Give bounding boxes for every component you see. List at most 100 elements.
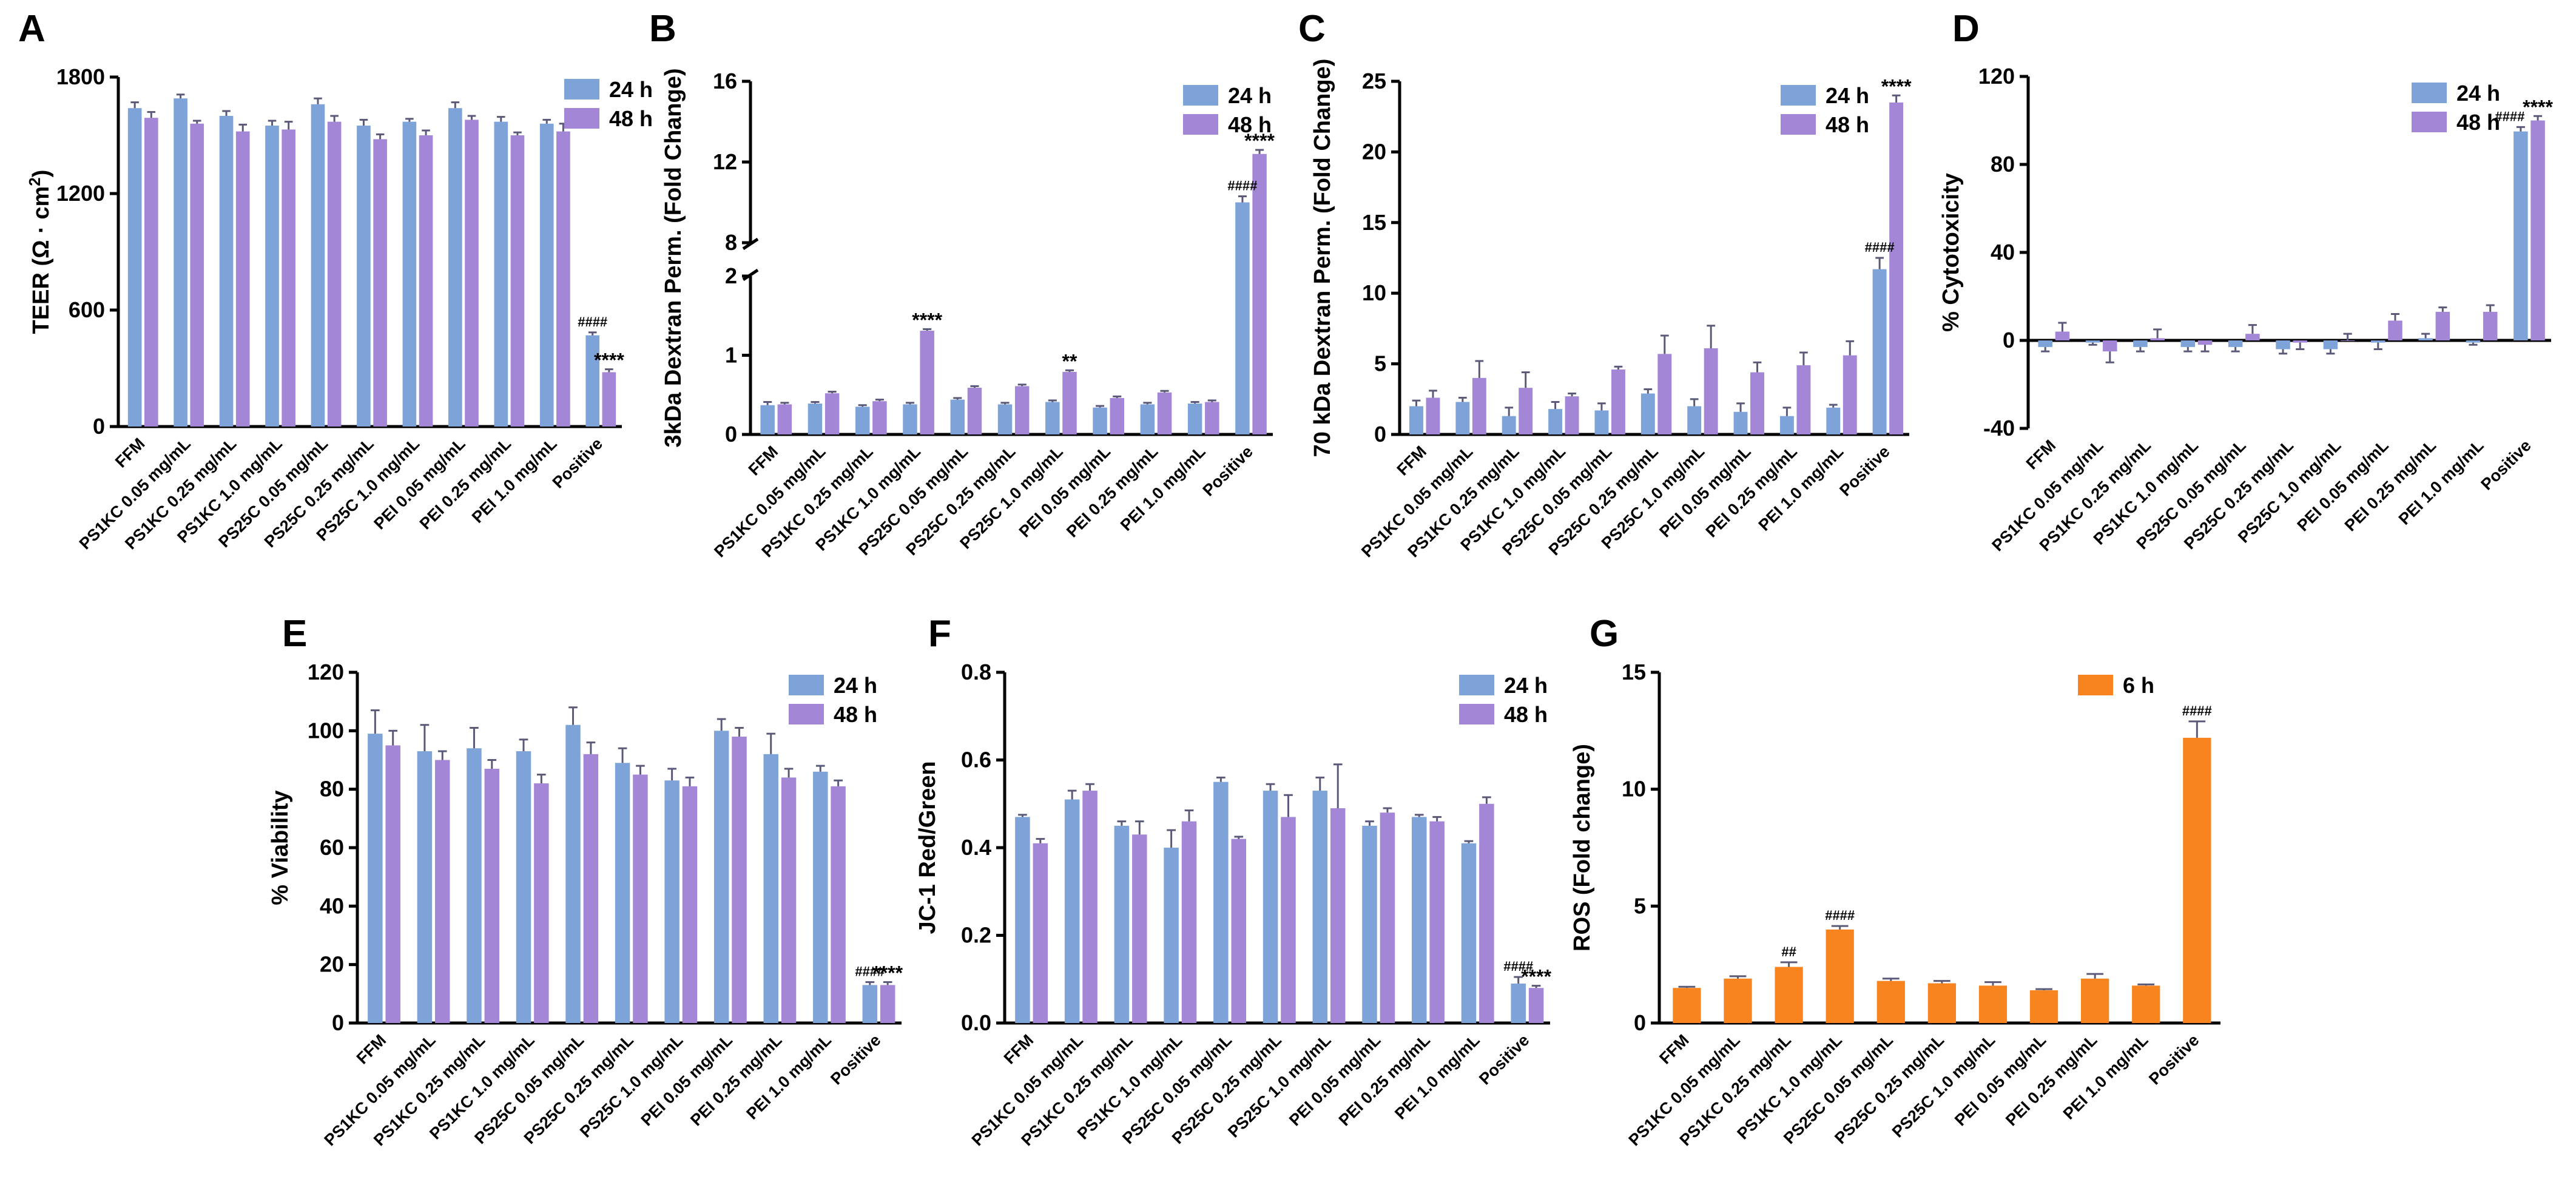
bar-24h-9 (2466, 340, 2481, 343)
y-axis-title: TEER (Ω · cm2) (25, 170, 54, 334)
legend-swatch-48h (789, 704, 824, 724)
bar-24h-8 (1140, 404, 1155, 434)
y-tick-label: 0.4 (961, 835, 991, 860)
bar-48h-4 (583, 754, 599, 1023)
bar-48h-3 (1181, 821, 1197, 1023)
y-tick-label: 0.0 (961, 1010, 991, 1035)
bar-24h-10 (2514, 131, 2528, 340)
x-tick-label: PEI 1.0 mg/mL (1755, 442, 1847, 535)
bar-24h-9 (1826, 407, 1841, 434)
bar-24h-9 (813, 771, 828, 1023)
bar-24h-9 (1461, 843, 1477, 1023)
bar-48h-1 (435, 760, 450, 1023)
bar-24h-7 (1733, 411, 1748, 434)
bar-6h-2 (1775, 967, 1803, 1023)
bar-24h-1 (417, 751, 433, 1023)
y-tick-label: 0 (725, 422, 737, 447)
bar-24h-6 (1045, 402, 1060, 434)
bar-24h-9 (1187, 404, 1202, 434)
bar-48h-10 (1252, 154, 1267, 434)
bar-24h-6 (402, 121, 417, 427)
x-tick-label: PEI 0.05 mg/mL (1286, 1031, 1384, 1129)
bar-48h-10 (602, 372, 616, 427)
significance-annotation: **** (1521, 966, 1551, 988)
y-tick-label: 80 (320, 777, 344, 802)
bar-48h-9 (556, 131, 570, 427)
bar-48h-1 (1472, 377, 1486, 434)
legend-swatch-48h (1183, 114, 1218, 135)
y-tick-label: 0.8 (961, 660, 991, 684)
y-tick-label: 2 (725, 263, 737, 288)
significance-annotation: **** (912, 309, 942, 331)
y-axis-title: 70 kDa Dextran Perm. (Fold Change) (1310, 59, 1335, 458)
bar-24h-8 (763, 754, 778, 1023)
bar-24h-8 (2418, 338, 2433, 340)
bar-48h-0 (2055, 331, 2070, 340)
bar-6h-1 (1724, 978, 1752, 1023)
bar-24h-10 (1235, 202, 1250, 434)
x-tick-label: PEI 0.05 mg/mL (1951, 1031, 2049, 1129)
panel-letter: G (1590, 613, 1619, 655)
legend-swatch-6h (2078, 675, 2113, 695)
bar-24h-0 (2038, 340, 2052, 347)
bar-24h-10 (585, 335, 600, 427)
bar-48h-3 (1565, 396, 1579, 434)
significance-annotation: ** (1062, 350, 1077, 372)
legend-label: 24 h (2456, 81, 2500, 106)
bar-24h-0 (127, 108, 142, 427)
significance-annotation: **** (872, 962, 903, 984)
bar-48h-8 (1157, 392, 1172, 434)
bar-48h-3 (920, 331, 934, 434)
bar-24h-7 (448, 108, 462, 427)
bar-24h-4 (2228, 340, 2243, 347)
bar-48h-8 (1429, 821, 1445, 1023)
panel-letter: F (928, 613, 951, 655)
bar-24h-9 (539, 123, 554, 427)
y-tick-label: 40 (320, 893, 344, 918)
bar-48h-7 (2388, 320, 2402, 340)
bar-48h-10 (1528, 988, 1544, 1023)
legend-label: 48 h (834, 702, 877, 727)
significance-annotation: #### (578, 314, 607, 329)
x-tick-label: Positive (549, 434, 606, 491)
significance-annotation: #### (2182, 703, 2212, 718)
bar-24h-3 (516, 751, 531, 1023)
bar-24h-1 (1064, 799, 1080, 1023)
bar-48h-6 (2340, 340, 2355, 341)
x-tick-label: Positive (1199, 442, 1256, 499)
panel-letter: A (18, 8, 46, 50)
x-tick-label: Positive (827, 1031, 884, 1088)
legend-label: 48 h (609, 106, 653, 131)
bar-24h-0 (1409, 406, 1423, 434)
y-tick-label: 80 (1991, 152, 2015, 177)
bar-48h-1 (190, 123, 204, 427)
bar-24h-6 (1312, 791, 1328, 1023)
panel-letter: D (1952, 8, 1980, 50)
bar-48h-4 (327, 121, 342, 427)
x-tick-label: PEI 1.0 mg/mL (1117, 442, 1209, 535)
bar-24h-6 (664, 780, 679, 1023)
bar-48h-8 (781, 777, 797, 1023)
bar-48h-6 (1062, 371, 1077, 434)
bar-48h-4 (1231, 839, 1247, 1023)
bar-24h-2 (1114, 825, 1130, 1023)
legend-swatch-48h (1459, 704, 1494, 724)
y-tick-label: 10 (1362, 280, 1386, 305)
bar-24h-0 (368, 734, 383, 1023)
bar-6h-5 (1927, 983, 1956, 1023)
bar-24h-1 (808, 404, 823, 434)
bar-24h-2 (2133, 340, 2148, 347)
bar-24h-3 (1548, 409, 1563, 434)
y-tick-label: 5 (1374, 351, 1386, 376)
bar-24h-8 (1779, 416, 1794, 434)
significance-annotation: ## (1781, 944, 1796, 959)
y-tick-label: 120 (1978, 64, 2015, 89)
y-tick-label: 15 (1362, 210, 1386, 235)
significance-annotation: **** (1881, 75, 1912, 97)
legend-swatch-48h (2412, 112, 2447, 132)
bar-24h-5 (2276, 340, 2290, 350)
